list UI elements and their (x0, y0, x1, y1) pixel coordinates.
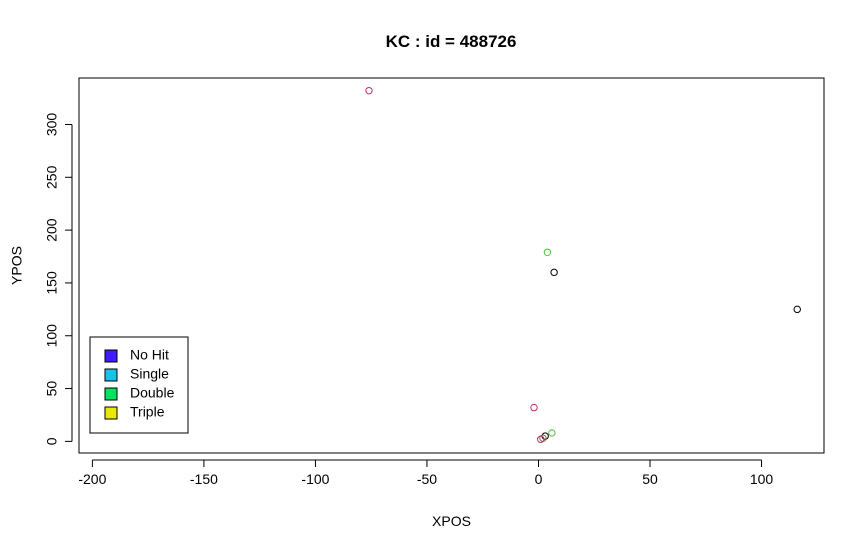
x-tick-label: 100 (750, 471, 774, 487)
y-axis: 0 50 100 150 200 250 300 (44, 113, 73, 445)
data-point (793, 305, 801, 314)
x-tick-label: 50 (642, 471, 658, 487)
x-tick-label: -50 (417, 471, 437, 487)
x-axis: -200 -150 -100 -50 0 50 100 (78, 459, 774, 487)
data-point (548, 429, 556, 437)
data-point (365, 86, 373, 95)
legend-label: Single (130, 366, 169, 382)
x-tick-label: 0 (535, 471, 543, 487)
data-point (530, 403, 538, 412)
legend-label: Triple (130, 404, 165, 420)
legend-swatch (104, 387, 118, 401)
x-tick-label: -200 (78, 471, 106, 487)
data-point (543, 248, 552, 256)
legend-label: No Hit (130, 347, 169, 363)
legend: No Hit Single Double Triple (89, 336, 189, 434)
plot-area (78, 77, 825, 454)
data-points (365, 86, 801, 443)
legend-swatch (104, 406, 118, 420)
legend-label: Double (130, 385, 175, 401)
x-axis-title: XPOS (432, 513, 471, 529)
x-tick-label: -100 (301, 471, 329, 487)
y-tick-label: 200 (44, 218, 60, 242)
legend-swatch (104, 368, 118, 382)
y-axis-title: YPOS (9, 246, 25, 285)
y-tick-label: 100 (44, 324, 60, 348)
y-tick-label: 300 (44, 113, 60, 137)
legend-swatch (104, 349, 118, 363)
data-point (537, 435, 545, 443)
y-tick-label: 150 (44, 271, 60, 295)
y-tick-label: 250 (44, 165, 60, 189)
y-tick-label: 50 (44, 381, 60, 397)
x-tick-label: -150 (190, 471, 218, 487)
data-point (550, 268, 558, 277)
y-tick-label: 0 (44, 437, 60, 445)
chart-title: KC : id = 488726 (386, 32, 517, 51)
